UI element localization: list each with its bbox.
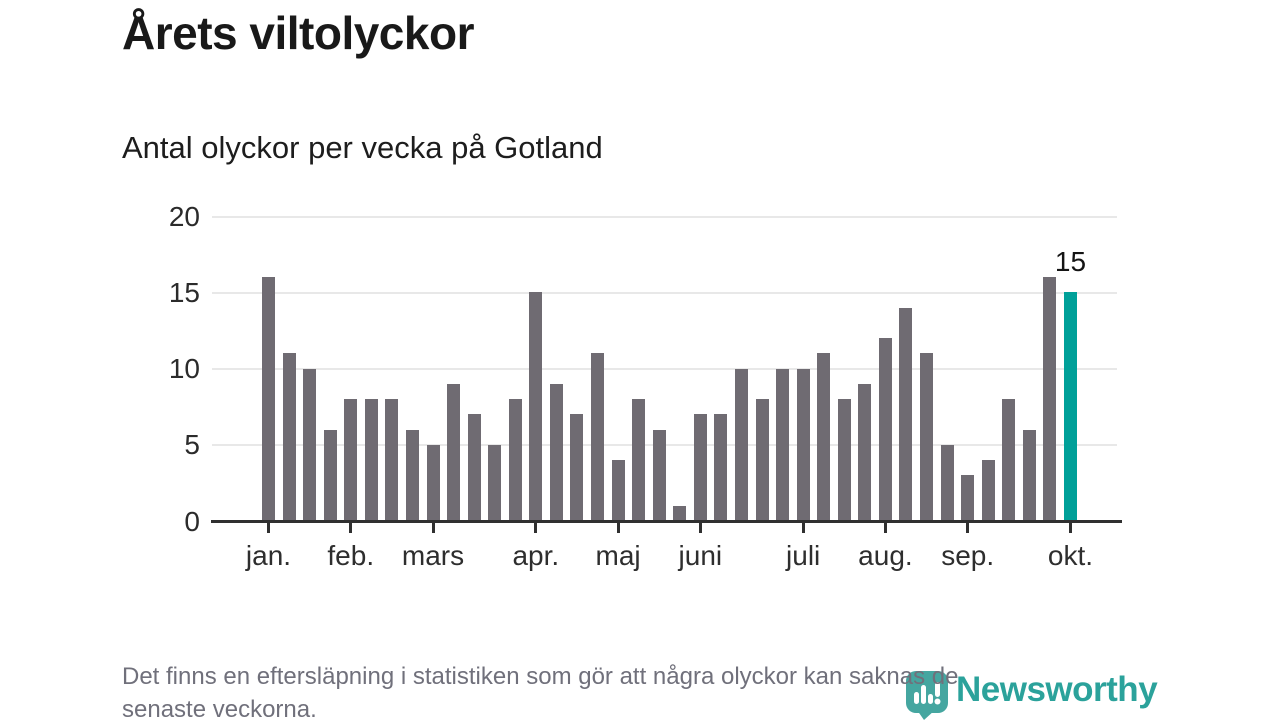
bar-week-1 bbox=[262, 277, 275, 521]
bar-week-17 bbox=[591, 353, 605, 521]
bar-week-23 bbox=[714, 414, 728, 521]
bar-week-14 bbox=[529, 292, 543, 521]
bar-week-28 bbox=[817, 353, 831, 521]
bar-week-21 bbox=[673, 505, 687, 521]
x-axis-label-okt: okt. bbox=[1047, 540, 1094, 571]
x-axis-label-sep: sep. bbox=[941, 540, 995, 571]
gridline-y-15 bbox=[212, 291, 1117, 294]
bar-week-20 bbox=[652, 429, 666, 521]
x-axis-label-juli: juli bbox=[786, 540, 821, 571]
bar-week-11 bbox=[467, 414, 481, 521]
bar-week-27 bbox=[796, 368, 810, 521]
x-axis-tick-juni bbox=[698, 523, 702, 533]
y-axis-label-15: 15 bbox=[168, 276, 200, 308]
footnote-line-2: senaste veckorna. bbox=[122, 696, 317, 720]
y-axis-label-20: 20 bbox=[168, 200, 200, 232]
y-axis-label-0: 0 bbox=[184, 505, 200, 537]
bar-week-36 bbox=[981, 460, 995, 521]
bar-week-34 bbox=[940, 444, 954, 521]
bar-week-37 bbox=[1002, 399, 1016, 521]
footnote-line-1: Det finns en eftersläpning i statistiken… bbox=[122, 663, 959, 690]
x-axis-label-mars: mars bbox=[401, 540, 465, 571]
bar-week-32 bbox=[899, 307, 913, 521]
x-axis-tick-feb bbox=[349, 523, 353, 533]
newsworthy-logo: Newsworthy bbox=[905, 668, 1158, 720]
bar-week-39 bbox=[1043, 277, 1057, 521]
bar-week-4 bbox=[323, 429, 337, 521]
x-axis-tick-sep bbox=[966, 523, 970, 533]
bar-week-7 bbox=[385, 399, 399, 521]
gridline-y-10 bbox=[212, 368, 1117, 370]
x-axis-tick-apr bbox=[534, 523, 538, 533]
bar-week-15 bbox=[549, 383, 563, 521]
x-axis-tick-jan bbox=[267, 523, 270, 533]
bar-week-30 bbox=[858, 383, 872, 521]
bar-week-current bbox=[1063, 292, 1077, 521]
x-axis-tick-okt bbox=[1068, 523, 1072, 533]
bar-week-10 bbox=[447, 383, 461, 521]
footnote: Det finns en eftersläpning i statistiken… bbox=[122, 660, 1182, 720]
y-axis-label-10: 10 bbox=[168, 353, 200, 384]
bar-week-38 bbox=[1022, 429, 1036, 521]
x-axis-tick-juli bbox=[801, 523, 805, 533]
x-axis-tick-mars bbox=[431, 523, 435, 533]
x-axis-label-feb: feb. bbox=[327, 540, 375, 571]
bar-week-6 bbox=[364, 399, 378, 521]
bar-week-31 bbox=[878, 338, 892, 521]
chart-subtitle: Antal olyckor per vecka på Gotland bbox=[122, 130, 603, 165]
x-axis-label-juni: juni bbox=[678, 540, 723, 571]
y-axis-label-5: 5 bbox=[184, 429, 200, 461]
x-axis-line bbox=[211, 520, 1122, 523]
bar-week-16 bbox=[570, 414, 584, 521]
x-axis-label-apr: apr. bbox=[512, 540, 560, 571]
x-axis-label-jan: jan. bbox=[245, 540, 292, 571]
bar-week-33 bbox=[920, 353, 934, 521]
bar-week-8 bbox=[405, 429, 419, 521]
newsworthy-speech-bubble-barchart-icon bbox=[906, 671, 948, 720]
newsworthy-wordmark: Newsworthy bbox=[956, 670, 1158, 709]
bar-week-19 bbox=[632, 399, 646, 521]
bar-week-13 bbox=[508, 399, 522, 521]
bar-week-18 bbox=[611, 460, 625, 521]
bar-week-22 bbox=[693, 414, 707, 521]
x-axis-tick-maj bbox=[616, 523, 620, 533]
bar-chart: 0 5 10 15 20 jan. feb. mars apr. maj juni juli aug.… bbox=[168, 200, 1122, 571]
bar-week-26 bbox=[776, 368, 790, 521]
plot-area bbox=[212, 216, 1117, 521]
x-axis-tick-aug bbox=[883, 523, 887, 533]
bar-week-2 bbox=[282, 353, 296, 521]
chart-title: Årets viltolyckor bbox=[122, 7, 474, 59]
bar-week-12 bbox=[488, 444, 502, 521]
gridline-y-20 bbox=[212, 215, 1117, 218]
bar-week-25 bbox=[755, 399, 769, 521]
bar-week-35 bbox=[961, 475, 975, 521]
x-axis-label-aug: aug. bbox=[858, 540, 913, 571]
bar-week-5 bbox=[344, 399, 358, 521]
highlight-value-label: 15 bbox=[1054, 246, 1087, 277]
bar-week-9 bbox=[426, 444, 440, 521]
bar-week-29 bbox=[837, 399, 851, 521]
bar-week-24 bbox=[734, 368, 748, 521]
x-axis-label-maj: maj bbox=[595, 540, 641, 571]
bar-week-3 bbox=[303, 368, 317, 521]
